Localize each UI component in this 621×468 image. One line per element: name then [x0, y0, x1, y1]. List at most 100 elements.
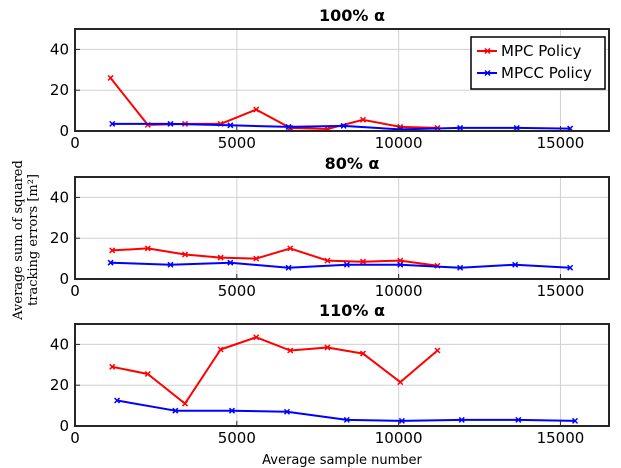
point-marker-stroke — [144, 370, 151, 378]
data-point-mpcc — [513, 124, 520, 131]
x-tick-label: 0 — [70, 429, 80, 447]
data-point-mpcc — [340, 122, 347, 129]
x-tick-label: 10000 — [375, 429, 423, 447]
x-tick-label: 15000 — [537, 429, 585, 447]
point-marker-stroke — [228, 407, 235, 414]
legend-item-mpcc: MPCC Policy — [477, 64, 592, 82]
data-point-mpcc — [567, 264, 574, 271]
y-tick-label: 0 — [59, 417, 69, 435]
y-tick-label: 40 — [50, 335, 69, 353]
point-marker-stroke — [512, 261, 519, 268]
axes-frame — [74, 323, 610, 427]
y-axis-label-line1: Average sum of squared — [11, 160, 26, 321]
y-tick-label: 40 — [50, 40, 69, 58]
data-point-mpc — [324, 344, 331, 351]
point-marker-stroke — [109, 120, 116, 127]
data-point-mpcc — [114, 397, 121, 404]
data-point-mpcc — [515, 416, 522, 423]
legend: MPC Policy MPCC Policy — [470, 36, 606, 90]
data-point-mpc — [109, 247, 116, 254]
data-point-mpc — [144, 245, 151, 252]
legend-label: MPC Policy — [501, 42, 581, 60]
y-tick-label: 40 — [50, 188, 69, 206]
data-point-mpc — [253, 255, 260, 262]
point-marker-stroke — [360, 350, 367, 357]
point-marker-stroke — [253, 106, 260, 113]
data-point-mpc — [253, 334, 260, 341]
point-marker-stroke — [114, 397, 121, 404]
panel-title: 80% α — [325, 154, 380, 173]
x-tick-label: 5000 — [218, 134, 256, 152]
data-point-mpcc — [228, 407, 235, 414]
x-tick-label: 0 — [70, 134, 80, 152]
point-marker-stroke — [167, 120, 174, 127]
point-marker-stroke — [109, 247, 116, 254]
point-marker-stroke — [360, 116, 367, 123]
x-tick-label: 10000 — [375, 134, 423, 152]
point-marker-stroke — [324, 257, 331, 264]
x-tick-label: 0 — [70, 282, 80, 300]
data-point-mpcc — [285, 264, 292, 271]
data-point-mpc — [324, 257, 331, 264]
point-marker-stroke — [167, 261, 174, 268]
legend-marker — [484, 69, 491, 77]
data-point-mpc — [287, 245, 294, 252]
series-line-mpc — [109, 77, 438, 130]
axes-frame — [74, 176, 610, 280]
point-marker-stroke — [253, 255, 260, 262]
y-tick-label: 0 — [59, 270, 69, 288]
point-marker-stroke — [182, 400, 189, 407]
point-marker-stroke — [457, 264, 464, 271]
point-marker-stroke — [107, 259, 114, 266]
chart-panel-2: 0 5000 10000 15000 0 20 40 80% α — [50, 154, 610, 300]
data-point-mpcc — [398, 417, 405, 424]
point-marker-stroke — [397, 379, 404, 386]
point-marker-stroke — [343, 416, 350, 423]
point-marker-stroke — [227, 122, 234, 129]
point-marker-stroke — [285, 264, 292, 271]
y-axis-label-line2: tracking errors [m²] — [26, 174, 41, 306]
data-point-mpcc — [512, 261, 519, 268]
point-marker-stroke — [513, 124, 520, 131]
point-marker-stroke — [253, 334, 260, 341]
point-marker-stroke — [283, 408, 291, 415]
series-line-mpcc — [110, 261, 571, 269]
data-point-mpcc — [397, 261, 404, 268]
data-point-mpc — [182, 400, 189, 407]
legend-label: MPCC Policy — [501, 64, 592, 82]
data-point-mpcc — [167, 261, 174, 268]
point-marker-stroke — [109, 363, 116, 370]
data-point-mpcc — [571, 417, 579, 424]
point-marker-stroke — [285, 123, 292, 130]
data-point-mpc — [287, 347, 294, 354]
point-marker-stroke — [457, 124, 464, 131]
legend-item-mpc: MPC Policy — [477, 42, 581, 60]
data-point-mpcc — [285, 123, 292, 130]
legend-marker — [484, 47, 491, 55]
point-marker-stroke — [397, 261, 404, 268]
data-point-mpc — [107, 74, 114, 81]
data-point-mpc — [434, 347, 441, 354]
data-point-mpcc — [227, 122, 234, 129]
point-marker-stroke — [567, 264, 574, 271]
data-point-mpc — [253, 106, 260, 113]
point-marker-stroke — [217, 346, 224, 353]
series-line-mpc — [112, 247, 438, 267]
panel-title: 110% α — [319, 301, 385, 320]
point-marker-stroke — [458, 416, 465, 423]
data-point-mpc — [217, 254, 224, 261]
point-marker-stroke — [287, 347, 294, 354]
x-axis-label: Average sample number — [262, 453, 422, 468]
data-point-mpc — [360, 116, 367, 123]
x-tick-label: 10000 — [375, 282, 423, 300]
y-tick-label: 20 — [50, 229, 69, 247]
panel-title: 100% α — [319, 6, 385, 25]
point-marker-stroke — [398, 417, 405, 424]
point-marker-stroke — [571, 417, 579, 424]
x-tick-label: 5000 — [218, 282, 256, 300]
chart-panel-1: 0 5000 10000 15000 0 20 40 100% α — [50, 6, 610, 152]
point-marker-stroke — [107, 74, 114, 81]
data-point-mpc — [144, 370, 151, 378]
data-point-mpc — [217, 346, 224, 353]
